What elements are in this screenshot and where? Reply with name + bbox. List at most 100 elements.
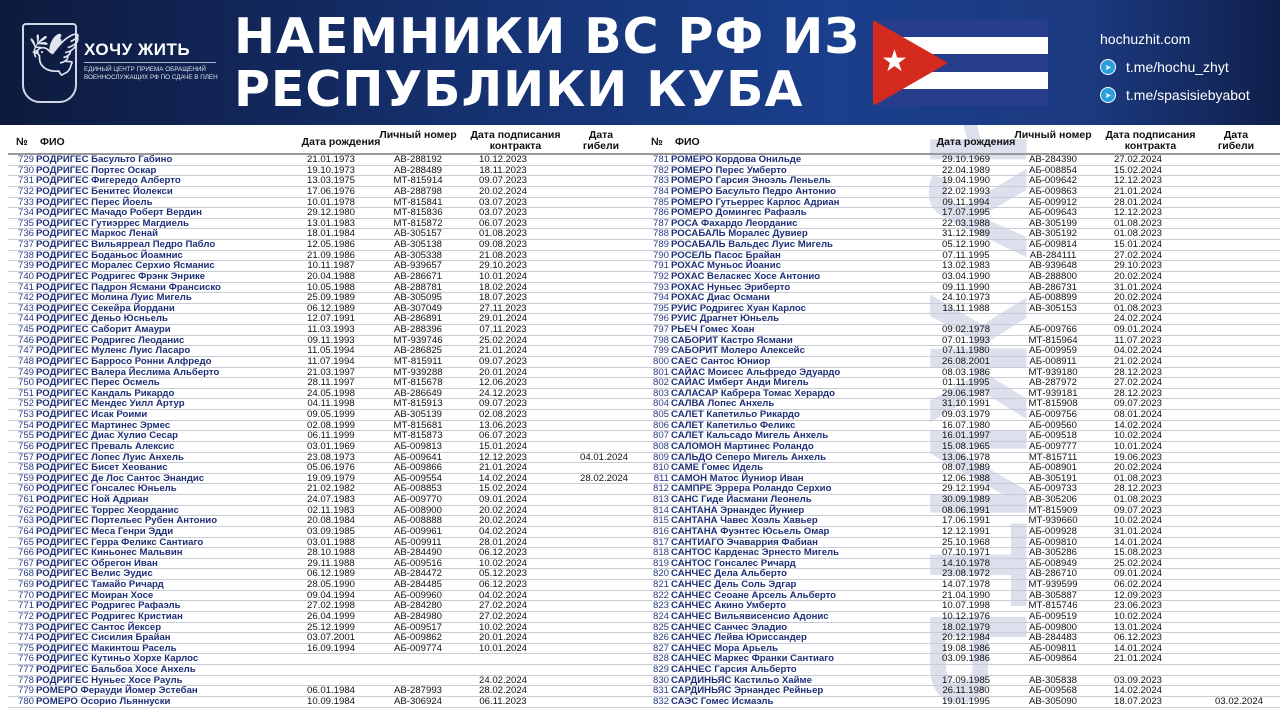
- cell-birth: 31.12.1989: [941, 228, 990, 240]
- cell-name: РОДРИГЕС Исак Роими: [36, 409, 148, 420]
- cell-contract: 15.01.2024: [1113, 239, 1162, 250]
- table-row: 734 РОДРИГЕС Мачадо Роберт Вердин 29.12.19…: [8, 208, 648, 219]
- cell-num: 750: [17, 377, 34, 389]
- cell-birth: 02.08.1999: [306, 419, 355, 431]
- cell-num: 755: [17, 430, 34, 442]
- cell-contract: 25.02.2024: [1113, 557, 1162, 569]
- cell-contract: 09.01.2024: [1113, 568, 1162, 580]
- cell-contract: 01.08.2023: [1113, 494, 1162, 505]
- cell-birth: 29.10.1969: [941, 154, 990, 165]
- cell-birth: 26.08.2001: [941, 355, 990, 367]
- cell-birth: 31.10.1991: [941, 398, 990, 410]
- cell-birth: 08.07.1989: [941, 462, 990, 474]
- telegram-link-1[interactable]: ➤ t.me/hochu_zhyt: [1100, 53, 1250, 81]
- table-row: 762 РОДРИГЕС Торрес Хеорданис 02.11.1983 АБ…: [8, 504, 648, 517]
- cell-id: АВ-284483: [1028, 632, 1077, 644]
- cell-id: АВ-288798: [393, 185, 442, 197]
- header-name: ФИО: [675, 136, 700, 148]
- title-line-2: РЕСПУБЛИКИ КУБА: [234, 61, 804, 118]
- cell-id: АБ-009813: [394, 440, 442, 452]
- cell-contract: 21.02.2024: [1113, 355, 1162, 367]
- cell-contract: 09.07.2023: [1113, 504, 1162, 516]
- cell-name: РОДРИГЕС Киньонес Мальвин: [36, 547, 183, 559]
- cell-id: АБ-009800: [1029, 621, 1077, 633]
- telegram-icon: ➤: [1100, 87, 1116, 103]
- cell-num: 744: [17, 313, 34, 325]
- cell-contract: 18.02.2024: [478, 281, 527, 293]
- cell-birth: 16.09.1994: [306, 642, 355, 654]
- website-link[interactable]: hochuzhit.com: [1100, 31, 1191, 47]
- table-row: 764 РОДРИГЕС Меса Генри Эдди 03.09.1985 АБ-…: [8, 526, 648, 538]
- table-row: 740 РОДРИГЕС Родригес Фрэнк Энрике 20.04.1…: [8, 271, 648, 283]
- cell-id: АБ-009517: [394, 621, 442, 633]
- cell-birth: 28.05.1990: [306, 579, 355, 590]
- header-death: Дата гибели: [1217, 129, 1255, 152]
- cell-contract: 20.02.2024: [1113, 292, 1162, 304]
- cell-name: САНЧЕС Дель Соль Эдгар: [671, 579, 797, 590]
- table-row: 736 РОДРИГЕС Маркос Ленай 18.01.1984 АВ-305…: [8, 229, 648, 240]
- cell-num: 769: [17, 579, 34, 590]
- table-row: 747 РОДРИГЕС Муленс Луис Ласаро 11.05.1994…: [8, 346, 648, 357]
- cell-id: АБ-009568: [1029, 685, 1077, 697]
- cell-num: 811: [653, 472, 669, 484]
- cell-contract: 24.02.2024: [478, 674, 527, 686]
- cell-name: РОСАБАЛЬ Вальдес Луис Мигель: [671, 239, 833, 250]
- cell-contract: 06.11.2023: [479, 695, 527, 707]
- cell-contract: 28.01.2024: [1113, 196, 1162, 208]
- cell-id: АБ-009960: [394, 589, 442, 601]
- cell-death: 03.02.2024: [1214, 695, 1263, 707]
- cell-id: АВ-305887: [1028, 589, 1077, 601]
- cell-name: РУИС Родригес Хуан Карлос: [671, 302, 806, 314]
- cell-id: МТ-815913: [393, 398, 443, 410]
- table-row: 807 САЛЕТ Кальсадо Мигель Анхель 16.01.199…: [643, 431, 1280, 442]
- cell-contract: 04.02.2024: [478, 589, 527, 601]
- logo-divider: [84, 62, 216, 63]
- cell-name: САЛАСАР Кабрера Томас Херардо: [671, 387, 835, 399]
- cell-id: АВ-305139: [393, 409, 442, 420]
- cell-birth: 15.08.1965: [941, 440, 990, 452]
- cell-num: 798: [652, 334, 669, 346]
- cell-num: 738: [17, 249, 34, 261]
- cell-birth: 21.01.1973: [306, 154, 355, 165]
- cell-birth: 29.11.1988: [307, 557, 355, 569]
- cell-contract: 28.12.2023: [1113, 387, 1162, 399]
- cell-contract: 01.08.2023: [1113, 217, 1162, 229]
- cell-birth: 25.12.1999: [306, 621, 355, 633]
- cell-id: АБ-009777: [1029, 440, 1077, 452]
- table-row: 802 САЙАС Имберт Анди Мигель 01.11.1995 АВ-…: [643, 378, 1280, 389]
- cell-contract: 12.12.2023: [1113, 207, 1162, 219]
- cell-num: 775: [17, 642, 34, 654]
- table-row: 750 РОДРИГЕС Перес Осмель 28.11.1997 МТ-815…: [8, 378, 648, 389]
- cell-name: САНТАНА Чавес Хоэль Хавьер: [671, 515, 818, 527]
- table-row: 773 РОДРИГЕС Сантос Йексер 25.12.1999 АБ-00…: [8, 621, 648, 634]
- cell-birth: 10.09.1984: [306, 695, 355, 707]
- table-row: 782 РОМЕРО Перес Умберто 22.04.1989 АБ-0088…: [643, 165, 1280, 177]
- cell-id: МТ-939660: [1028, 515, 1078, 527]
- cell-num: 777: [17, 664, 34, 675]
- cell-id: АВ-288192: [393, 154, 442, 165]
- cell-birth: 12.05.1986: [306, 239, 355, 250]
- cell-contract: 07.11.2023: [479, 324, 527, 335]
- cell-num: 753: [17, 409, 34, 420]
- telegram-link-2[interactable]: ➤ t.me/spasisiebyabot: [1100, 81, 1250, 109]
- cell-contract: 09.08.2023: [478, 239, 527, 250]
- cell-id: АБ-009641: [394, 451, 442, 463]
- cell-name: РОДРИГЕС Герра Феликс Сантиаго: [36, 536, 204, 548]
- cell-num: 742: [17, 292, 34, 304]
- table-row: 824 САНЧЕС Вильявисенсио Адонис 10.12.1976…: [643, 611, 1280, 623]
- cell-id: АБ-009911: [394, 536, 442, 548]
- cell-birth: 12.07.1991: [306, 313, 355, 325]
- cell-name: РОДРИГЕС Торрес Хеорданис: [36, 504, 179, 516]
- cell-contract: 27.02.2024: [1113, 377, 1162, 389]
- cell-id: АВ-288396: [393, 324, 442, 335]
- cell-num: 762: [17, 504, 34, 516]
- cell-id: АБ-008899: [1029, 292, 1077, 304]
- cell-num: 818: [652, 547, 669, 559]
- cell-id: МТ-815711: [1028, 451, 1078, 463]
- logo-subtitle: ЕДИНЫЙ ЦЕНТР ПРИЕМА ОБРАЩЕНИЙ ВОЕННОСЛУЖ…: [84, 66, 218, 81]
- cell-id: АБ-009733: [1029, 483, 1077, 495]
- cell-id: АВ-286731: [1028, 281, 1077, 293]
- table-row: 817 САНТИАГО Эчаваррия Фабиан 25.10.1968 АБ…: [643, 537, 1280, 549]
- cell-name: РОМЕРО Кордова Онильде: [671, 154, 802, 165]
- cell-num: 789: [652, 239, 669, 250]
